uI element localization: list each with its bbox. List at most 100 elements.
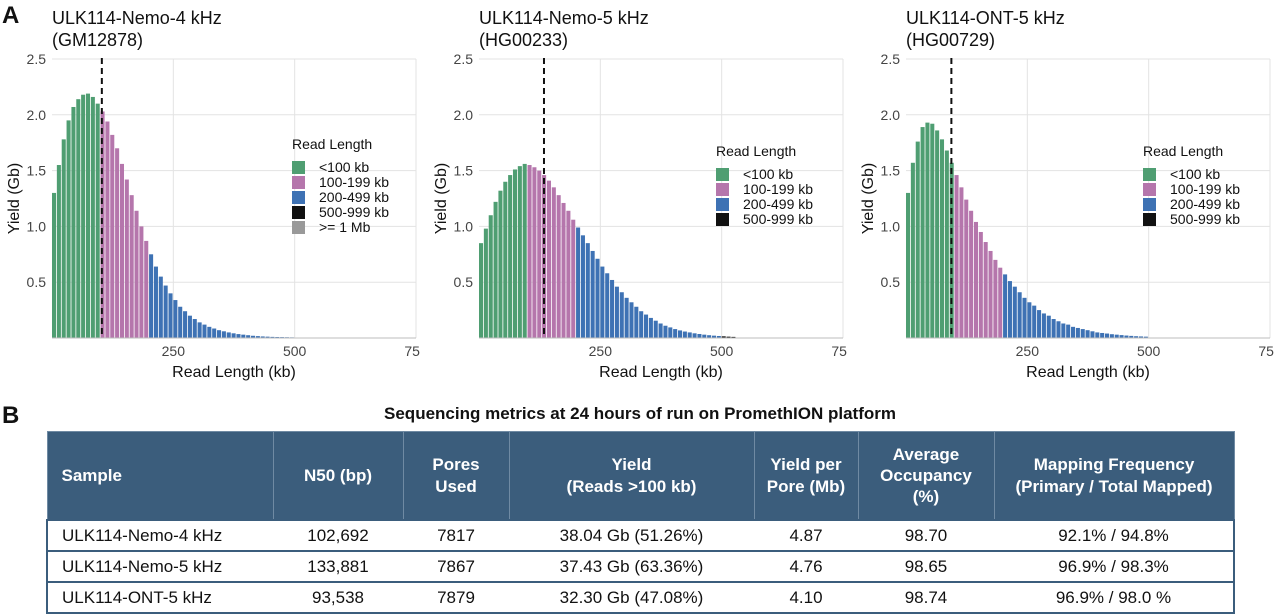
histogram-bar — [498, 190, 503, 338]
legend-title: Read Length — [1143, 143, 1223, 159]
histogram-bar — [522, 163, 527, 338]
legend-label: <100 kb — [319, 159, 369, 175]
histogram-bar — [236, 334, 241, 338]
histogram-bar — [207, 326, 212, 338]
histogram-bar — [663, 325, 668, 338]
table-cell: 4.76 — [754, 550, 858, 583]
chart-title: ULK114-Nemo-4 kHz — [52, 8, 222, 28]
histogram-bar — [1056, 321, 1061, 338]
histogram-bar — [158, 276, 163, 338]
histogram-bar — [119, 163, 124, 338]
histogram-bar — [697, 333, 702, 338]
legend-label: 500-999 kb — [743, 211, 813, 227]
x-tick-label: 250 — [162, 343, 186, 359]
x-tick-label: 500 — [1137, 343, 1161, 359]
table-cell: 38.04 Gb (51.26%) — [509, 519, 754, 552]
histogram-bar — [178, 306, 183, 338]
histogram-bar — [634, 306, 639, 338]
histogram-bar — [939, 139, 945, 338]
histogram-bar — [639, 311, 644, 338]
histogram-bar — [1100, 332, 1105, 338]
table-row: ULK114-ONT-5 kHz 93,538 7879 32.30 Gb (47.0… — [46, 581, 1235, 614]
histogram-bar — [580, 235, 585, 338]
legend-swatch — [292, 221, 305, 234]
histogram-nemo5: ULK114-Nemo-5 kHz(HG00233) 0.5 1.0 1.5 2.0 2.… — [433, 8, 847, 381]
histogram-bar — [629, 302, 634, 338]
histogram-bar — [221, 331, 226, 338]
header-text: N50 (bp) — [304, 465, 372, 485]
histogram-bar — [556, 195, 561, 338]
legend-swatch — [1143, 168, 1156, 181]
legend-title: Read Length — [292, 136, 372, 152]
histogram-bar — [192, 319, 197, 338]
legend-label: <100 kb — [743, 166, 793, 182]
header-text: Pore (Mb) — [766, 476, 846, 496]
histogram-bar — [726, 336, 731, 338]
histogram-bar — [527, 165, 532, 338]
histogram-bar — [1085, 330, 1090, 338]
histogram-bar — [81, 94, 86, 338]
table-header-cell: Mapping Frequency (Primary / Total Mapped… — [993, 431, 1235, 521]
table-cell: 32.30 Gb (47.08%) — [509, 581, 754, 614]
histogram-bar — [998, 267, 1003, 338]
x-tick-label: 250 — [589, 343, 613, 359]
x-tick-label: 500 — [710, 343, 734, 359]
histogram-bar — [76, 99, 81, 339]
histogram-bar — [983, 242, 988, 338]
histogram-bar — [1051, 319, 1056, 338]
chart-subtitle: (HG00233) — [479, 30, 568, 50]
table-cell: 98.74 — [858, 581, 994, 614]
table-cell: 92.1% / 94.8% — [994, 519, 1235, 552]
histogram-bar — [1041, 313, 1046, 338]
histogram-bar — [716, 335, 721, 338]
histogram-bar — [542, 175, 547, 338]
y-tick-label: 2.0 — [27, 107, 47, 123]
histogram-bar — [124, 179, 129, 338]
histogram-bar — [1017, 292, 1022, 338]
histogram-bar — [163, 285, 168, 338]
histogram-bar — [576, 227, 581, 338]
histogram-bar — [707, 335, 712, 338]
histogram-bar — [95, 103, 100, 338]
histogram-bar — [139, 226, 144, 338]
histogram-ont5: ULK114-ONT-5 kHz(HG00729) 0.5 1.0 1.5 2.0 2.5… — [860, 8, 1274, 381]
histogram-bar — [508, 175, 513, 338]
header-text: (Primary / Total Mapped) — [1015, 476, 1213, 496]
histogram-bar — [711, 335, 717, 338]
histogram-bar — [930, 123, 935, 338]
histogram-bar — [1003, 274, 1008, 338]
y-tick-label: 1.0 — [27, 218, 47, 234]
table-header-row: Sample N50 (bp) Pores Used Yield (Reads >100 … — [46, 431, 1235, 521]
header-text: Yield — [611, 455, 652, 475]
table-cell: 98.70 — [858, 519, 994, 552]
histogram-bar — [110, 134, 115, 338]
histogram-bar — [1027, 302, 1032, 338]
table-header-cell: Sample — [46, 431, 274, 521]
histogram-bar — [265, 336, 270, 338]
legend-label: 500-999 kb — [319, 204, 389, 220]
histogram-bar — [988, 250, 993, 338]
x-tick-label: 750 — [831, 343, 847, 359]
histogram-bar — [673, 329, 678, 338]
histogram-bar — [964, 199, 969, 338]
chart-title: ULK114-ONT-5 kHz — [906, 8, 1065, 28]
histogram-bar — [585, 243, 590, 338]
histogram-bar — [959, 187, 964, 338]
table-header-cell: Pores Used — [402, 431, 510, 521]
header-text: Average — [892, 444, 960, 464]
y-tick-label: 0.5 — [27, 274, 47, 290]
histogram-bar — [1114, 334, 1119, 338]
histogram-bar — [1109, 334, 1114, 338]
y-axis-label: Yield (Gb) — [860, 163, 877, 234]
histogram-bar — [1124, 335, 1129, 338]
table-header-cell: Average Occupancy (%) — [857, 431, 995, 521]
table-cell: 98.65 — [858, 550, 994, 583]
y-tick-label: 0.5 — [454, 274, 474, 290]
histogram-bar — [144, 240, 149, 338]
histogram-bar — [275, 336, 280, 338]
histogram-bar — [168, 293, 173, 338]
header-text: Occupancy — [880, 465, 972, 485]
y-tick-label: 1.5 — [454, 163, 474, 179]
table-header-cell: Yield per Pore (Mb) — [753, 431, 859, 521]
